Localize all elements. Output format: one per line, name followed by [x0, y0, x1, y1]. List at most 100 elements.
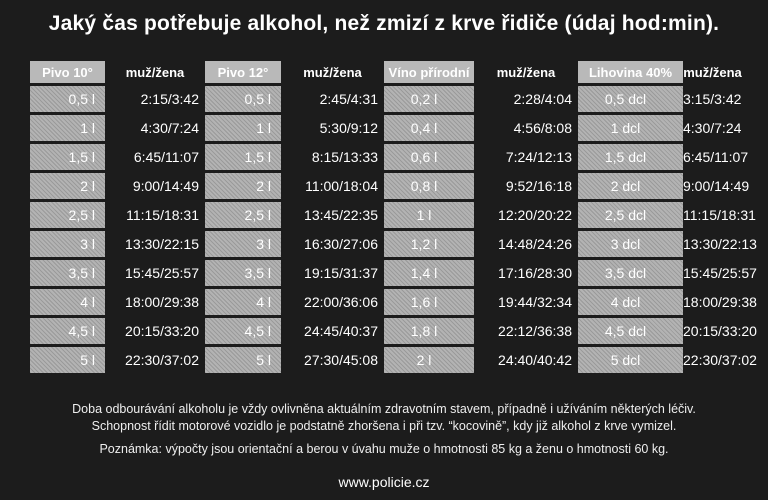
time-cell: 24:45/40:37 [304, 323, 378, 339]
time-cell: 12:20/20:22 [498, 207, 572, 223]
quantity-cell: 0,8 l [384, 173, 474, 199]
quantity-cell: 0,2 l [384, 86, 474, 112]
footer-note: Poznámka: výpočty jsou orientační a bero… [99, 442, 669, 456]
table-row: 2,5 l 11:15/18:31 2,5 l 13:45/22:35 1 l 12:20… [30, 202, 756, 228]
time-cell: 19:44/32:34 [498, 294, 572, 310]
header-pivo-10: Pivo 10° [30, 61, 105, 83]
table-row: 5 l 22:30/37:02 5 l 27:30/45:08 2 l 24:40/40:… [30, 347, 757, 373]
header-lihovina: Lihovina 40% [578, 61, 683, 83]
table-row: 1 l 4:30/7:24 1 l 5:30/9:12 0,4 l 4:56/8:08 1 … [30, 115, 742, 141]
time-cell: 3:15/3:42 [683, 91, 742, 107]
time-cell: 7:24/12:13 [505, 149, 572, 165]
time-cell: 22:12/36:38 [498, 323, 572, 339]
time-cell: 4:30/7:24 [140, 120, 199, 136]
time-cell: 6:45/11:07 [133, 149, 199, 165]
time-cell: 4:56/8:08 [513, 120, 572, 136]
header-muz-zena: muž/žena [496, 64, 556, 80]
footer-text-2: Schopnost řídit motorové vozidlo je pods… [91, 419, 677, 433]
table-row: 4,5 l 20:15/33:20 4,5 l 24:45/40:37 1,8 l 22:… [30, 318, 757, 344]
source-url: www.policie.cz [338, 474, 430, 490]
time-cell: 13:45/22:35 [304, 207, 378, 223]
table-row: 1,5 l 6:45/11:07 1,5 l 8:15/13:33 0,6 l 7:24/… [30, 144, 749, 170]
time-cell: 9:52/16:18 [505, 178, 572, 194]
quantity-cell: 4 l [30, 289, 105, 315]
time-cell: 2:45/4:31 [319, 91, 378, 107]
quantity-cell: 3 dcl [578, 231, 683, 257]
quantity-cell: 1 dcl [578, 115, 683, 141]
quantity-cell: 3 l [30, 231, 105, 257]
quantity-cell: 4,5 l [30, 318, 105, 344]
time-cell: 18:00/29:38 [125, 294, 199, 310]
time-cell: 22:00/36:06 [304, 294, 378, 310]
quantity-cell: 1,4 l [384, 260, 474, 286]
quantity-cell: 2 l [205, 173, 281, 199]
quantity-cell: 2,5 l [30, 202, 105, 228]
quantity-cell: 1,8 l [384, 318, 474, 344]
time-cell: 22:30/37:02 [125, 352, 199, 368]
table-row: 0,5 l 2:15/3:42 0,5 l 2:45/4:31 0,2 l 2:28/4:… [30, 86, 742, 112]
time-cell: 15:45/25:57 [125, 265, 199, 281]
quantity-cell: 1,5 dcl [578, 144, 683, 170]
time-cell: 18:00/29:38 [683, 294, 757, 310]
header-row: Pivo 10° muž/žena Pivo 12° muž/žena Víno… [30, 61, 742, 83]
time-cell: 11:15/18:31 [683, 207, 756, 223]
quantity-cell: 0,4 l [384, 115, 474, 141]
quantity-cell: 1 l [205, 115, 281, 141]
time-cell: 11:00/18:04 [305, 178, 378, 194]
quantity-cell: 1 l [384, 202, 474, 228]
quantity-cell: 4 l [205, 289, 281, 315]
alcohol-elimination-table: Pivo 10° muž/žena Pivo 12° muž/žena Víno… [30, 58, 757, 376]
time-cell: 17:16/28:30 [498, 265, 572, 281]
table-row: 3,5 l 15:45/25:57 3,5 l 19:15/31:37 1,4 l 17:… [30, 260, 757, 286]
header-muz-zena: muž/žena [125, 64, 185, 80]
header-muz-zena: muž/žena [683, 64, 742, 80]
quantity-cell: 4,5 dcl [578, 318, 683, 344]
quantity-cell: 5 l [30, 347, 105, 373]
time-cell: 2:28/4:04 [513, 91, 572, 107]
table-row: 4 l 18:00/29:38 4 l 22:00/36:06 1,6 l 19:44/3… [30, 289, 757, 315]
quantity-cell: 5 l [205, 347, 281, 373]
quantity-cell: 1,2 l [384, 231, 474, 257]
time-cell: 4:30/7:24 [683, 120, 742, 136]
time-cell: 15:45/25:57 [683, 265, 757, 281]
page-title: Jaký čas potřebuje alkohol, než zmizí z … [48, 12, 720, 35]
quantity-cell: 2,5 dcl [578, 202, 683, 228]
quantity-cell: 4,5 l [205, 318, 281, 344]
table-row: 2 l 9:00/14:49 2 l 11:00/18:04 0,8 l 9:52/16:… [30, 173, 750, 199]
header-pivo-12: Pivo 12° [205, 61, 281, 83]
time-cell: 20:15/33:20 [125, 323, 199, 339]
footer-text-1: Doba odbourávání alkoholu je vždy ovlivn… [72, 402, 696, 416]
quantity-cell: 2 dcl [578, 173, 683, 199]
time-cell: 11:15/18:31 [126, 207, 199, 223]
time-cell: 5:30/9:12 [319, 120, 378, 136]
quantity-cell: 3,5 l [30, 260, 105, 286]
quantity-cell: 0,5 l [205, 86, 281, 112]
time-cell: 13:30/22:13 [683, 236, 757, 252]
time-cell: 27:30/45:08 [304, 352, 378, 368]
quantity-cell: 2 l [30, 173, 105, 199]
time-cell: 6:45/11:07 [683, 149, 749, 165]
quantity-cell: 2,5 l [205, 202, 281, 228]
quantity-cell: 3,5 l [205, 260, 281, 286]
quantity-cell: 5 dcl [578, 347, 683, 373]
time-cell: 9:00/14:49 [132, 178, 199, 194]
time-cell: 14:48/24:26 [498, 236, 572, 252]
quantity-cell: 0,6 l [384, 144, 474, 170]
quantity-cell: 3 l [205, 231, 281, 257]
quantity-cell: 0,5 l [30, 86, 105, 112]
quantity-cell: 3,5 dcl [578, 260, 683, 286]
quantity-cell: 4 dcl [578, 289, 683, 315]
time-cell: 19:15/31:37 [304, 265, 378, 281]
time-cell: 9:00/14:49 [683, 178, 750, 194]
quantity-cell: 1,6 l [384, 289, 474, 315]
time-cell: 2:15/3:42 [140, 91, 199, 107]
quantity-cell: 0,5 dcl [578, 86, 683, 112]
time-cell: 20:15/33:20 [683, 323, 757, 339]
header-muz-zena: muž/žena [303, 64, 362, 80]
quantity-cell: 1 l [30, 115, 105, 141]
time-cell: 24:40/40:42 [498, 352, 572, 368]
time-cell: 8:15/13:33 [311, 149, 378, 165]
time-cell: 22:30/37:02 [683, 352, 757, 368]
quantity-cell: 1,5 l [205, 144, 281, 170]
time-cell: 13:30/22:15 [125, 236, 199, 252]
